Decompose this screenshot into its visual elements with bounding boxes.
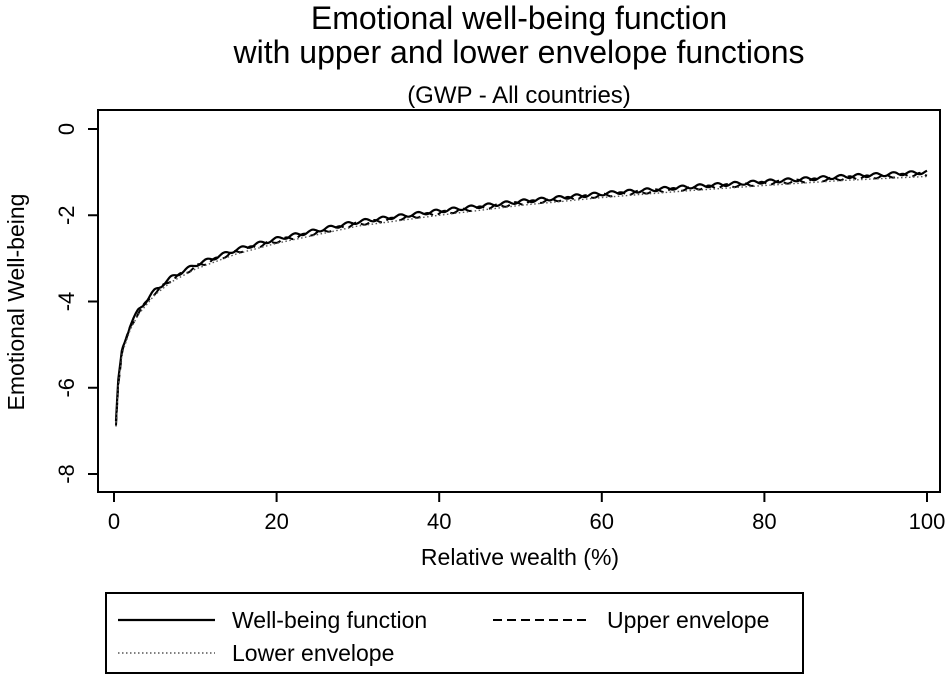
series-layer bbox=[114, 169, 928, 427]
chart-subtitle: (GWP - All countries) bbox=[407, 82, 631, 109]
x-tick-label-100: 100 bbox=[909, 509, 946, 534]
y-tick-label--6: -6 bbox=[54, 378, 79, 398]
x-tick-label-60: 60 bbox=[590, 509, 614, 534]
legend: Well-being function Upper envelope Lower e… bbox=[105, 592, 804, 674]
y-tick-label--4: -4 bbox=[54, 292, 79, 312]
legend-label-well-being-function: Well-being function bbox=[232, 607, 427, 633]
legend-frame bbox=[105, 592, 804, 674]
chart-title: Emotional well-being function bbox=[311, 0, 727, 36]
y-tick-label--2: -2 bbox=[54, 205, 79, 225]
x-tick-label-40: 40 bbox=[427, 509, 451, 534]
legend-label-lower-envelope: Lower envelope bbox=[232, 640, 394, 666]
y-tick-label--8: -8 bbox=[54, 464, 79, 484]
series-line-well-being-function bbox=[114, 169, 928, 422]
series-line-lower-envelope bbox=[115, 175, 928, 427]
series-line-upper-envelope bbox=[115, 171, 928, 426]
legend-label-upper-envelope: Upper envelope bbox=[607, 607, 769, 633]
plot-frame bbox=[97, 109, 941, 493]
x-tick-label-0: 0 bbox=[108, 509, 120, 534]
x-tick-label-20: 20 bbox=[264, 509, 288, 534]
axes-layer: 0 20 40 60 80 100 0 -2 -4 -6 -8 bbox=[54, 123, 945, 534]
x-tick-label-80: 80 bbox=[752, 509, 776, 534]
x-axis-label: Relative wealth (%) bbox=[421, 544, 619, 570]
y-axis-label: Emotional Well-being bbox=[3, 194, 29, 411]
chart-title-line2: with upper and lower envelope functions bbox=[232, 34, 804, 70]
y-tick-label-0: 0 bbox=[54, 123, 79, 135]
